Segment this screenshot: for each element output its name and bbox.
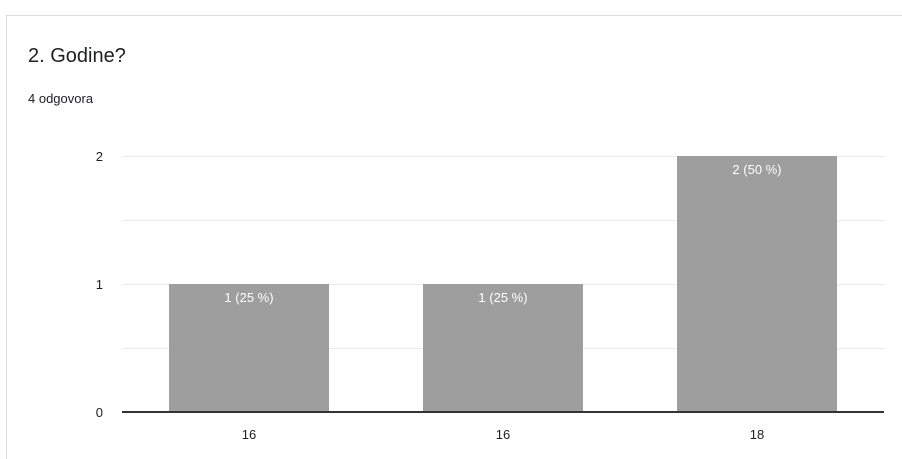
x-axis-ticks: 16 16 18	[242, 427, 764, 442]
bar-data-label: 1 (25 %)	[478, 290, 527, 305]
y-tick-label: 2	[96, 149, 103, 164]
bars	[169, 156, 837, 412]
bar	[169, 284, 329, 412]
bar-data-label: 1 (25 %)	[224, 290, 273, 305]
x-tick-label: 18	[750, 427, 764, 442]
y-tick-label: 1	[96, 277, 103, 292]
bar	[423, 284, 583, 412]
data-labels: 1 (25 %) 1 (25 %) 2 (50 %)	[224, 162, 781, 305]
y-tick-label: 0	[96, 405, 103, 420]
x-tick-label: 16	[496, 427, 510, 442]
question-title: 2. Godine?	[28, 45, 126, 67]
response-count: 4 odgovora	[28, 91, 94, 106]
bar	[677, 156, 837, 412]
x-tick-label: 16	[242, 427, 256, 442]
y-axis-ticks: 0 1 2	[96, 149, 103, 420]
bar-data-label: 2 (50 %)	[732, 162, 781, 177]
